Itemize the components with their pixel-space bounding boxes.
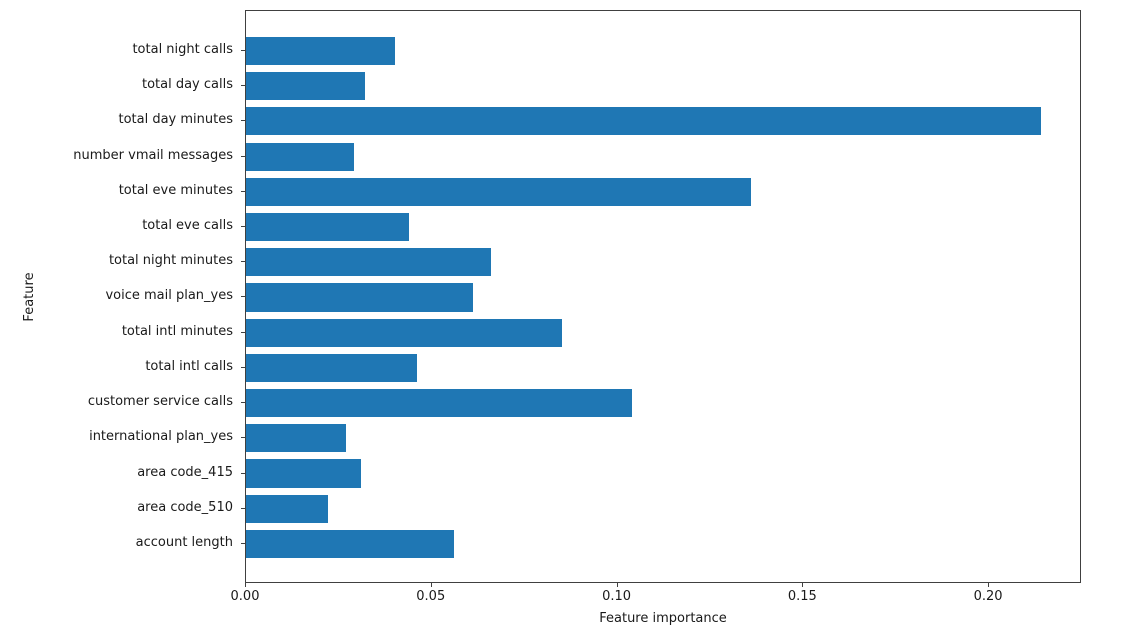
y-tick-mark — [241, 437, 245, 439]
bar — [246, 459, 362, 488]
x-tick-mark — [802, 583, 804, 587]
x-tick-label: 0.00 — [230, 589, 260, 604]
bar — [246, 353, 417, 382]
bar — [246, 36, 395, 66]
x-tick-mark — [616, 583, 618, 587]
y-tick-mark — [241, 85, 245, 87]
y-tick-label: total day minutes — [118, 112, 233, 128]
y-tick-mark — [241, 155, 245, 157]
bar — [246, 107, 1042, 136]
y-tick-label: total day calls — [141, 77, 233, 93]
y-tick-label: total intl calls — [145, 358, 233, 374]
x-axis-label: Feature importance — [599, 611, 727, 626]
x-tick-mark — [245, 583, 246, 587]
bar — [246, 72, 365, 101]
y-tick-label: area code_510 — [137, 499, 233, 515]
y-tick-label: total eve minutes — [118, 182, 233, 198]
x-tick-label: 0.10 — [602, 589, 632, 604]
y-tick-label: number vmail messages — [73, 147, 233, 163]
y-tick-mark — [241, 49, 245, 51]
y-tick-mark — [241, 296, 245, 298]
y-tick-label: total night calls — [132, 41, 233, 57]
bar — [246, 248, 492, 277]
y-tick-mark — [241, 331, 245, 333]
bar — [246, 283, 473, 312]
x-tick-mark — [430, 583, 432, 587]
bar — [246, 212, 410, 242]
y-tick-mark — [241, 190, 245, 192]
y-tick-mark — [241, 507, 245, 509]
y-tick-label: voice mail plan_yes — [105, 288, 233, 304]
bar — [246, 529, 455, 558]
y-tick-label: area code_415 — [137, 464, 233, 480]
bar — [246, 318, 562, 347]
y-tick-label: total intl minutes — [121, 323, 233, 339]
y-tick-mark — [241, 366, 245, 368]
y-tick-mark — [241, 472, 245, 474]
y-tick-mark — [241, 120, 245, 122]
y-tick-mark — [241, 261, 245, 263]
x-tick-label: 0.15 — [787, 589, 817, 604]
y-tick-label: account length — [135, 534, 233, 550]
bar — [246, 389, 633, 418]
bar — [246, 142, 354, 171]
y-tick-mark — [241, 402, 245, 404]
y-tick-mark — [241, 542, 245, 544]
axes — [245, 10, 1081, 583]
x-tick-label: 0.05 — [416, 589, 446, 604]
bar — [246, 494, 328, 523]
x-tick-label: 0.20 — [973, 589, 1003, 604]
x-tick-mark — [988, 583, 990, 587]
y-tick-mark — [241, 226, 245, 228]
y-tick-label: international plan_yes — [89, 429, 233, 445]
y-tick-label: customer service calls — [87, 394, 233, 410]
y-tick-label: total eve calls — [142, 218, 233, 234]
bar — [246, 177, 752, 206]
y-tick-label: total night minutes — [108, 253, 233, 269]
bar — [246, 424, 347, 453]
